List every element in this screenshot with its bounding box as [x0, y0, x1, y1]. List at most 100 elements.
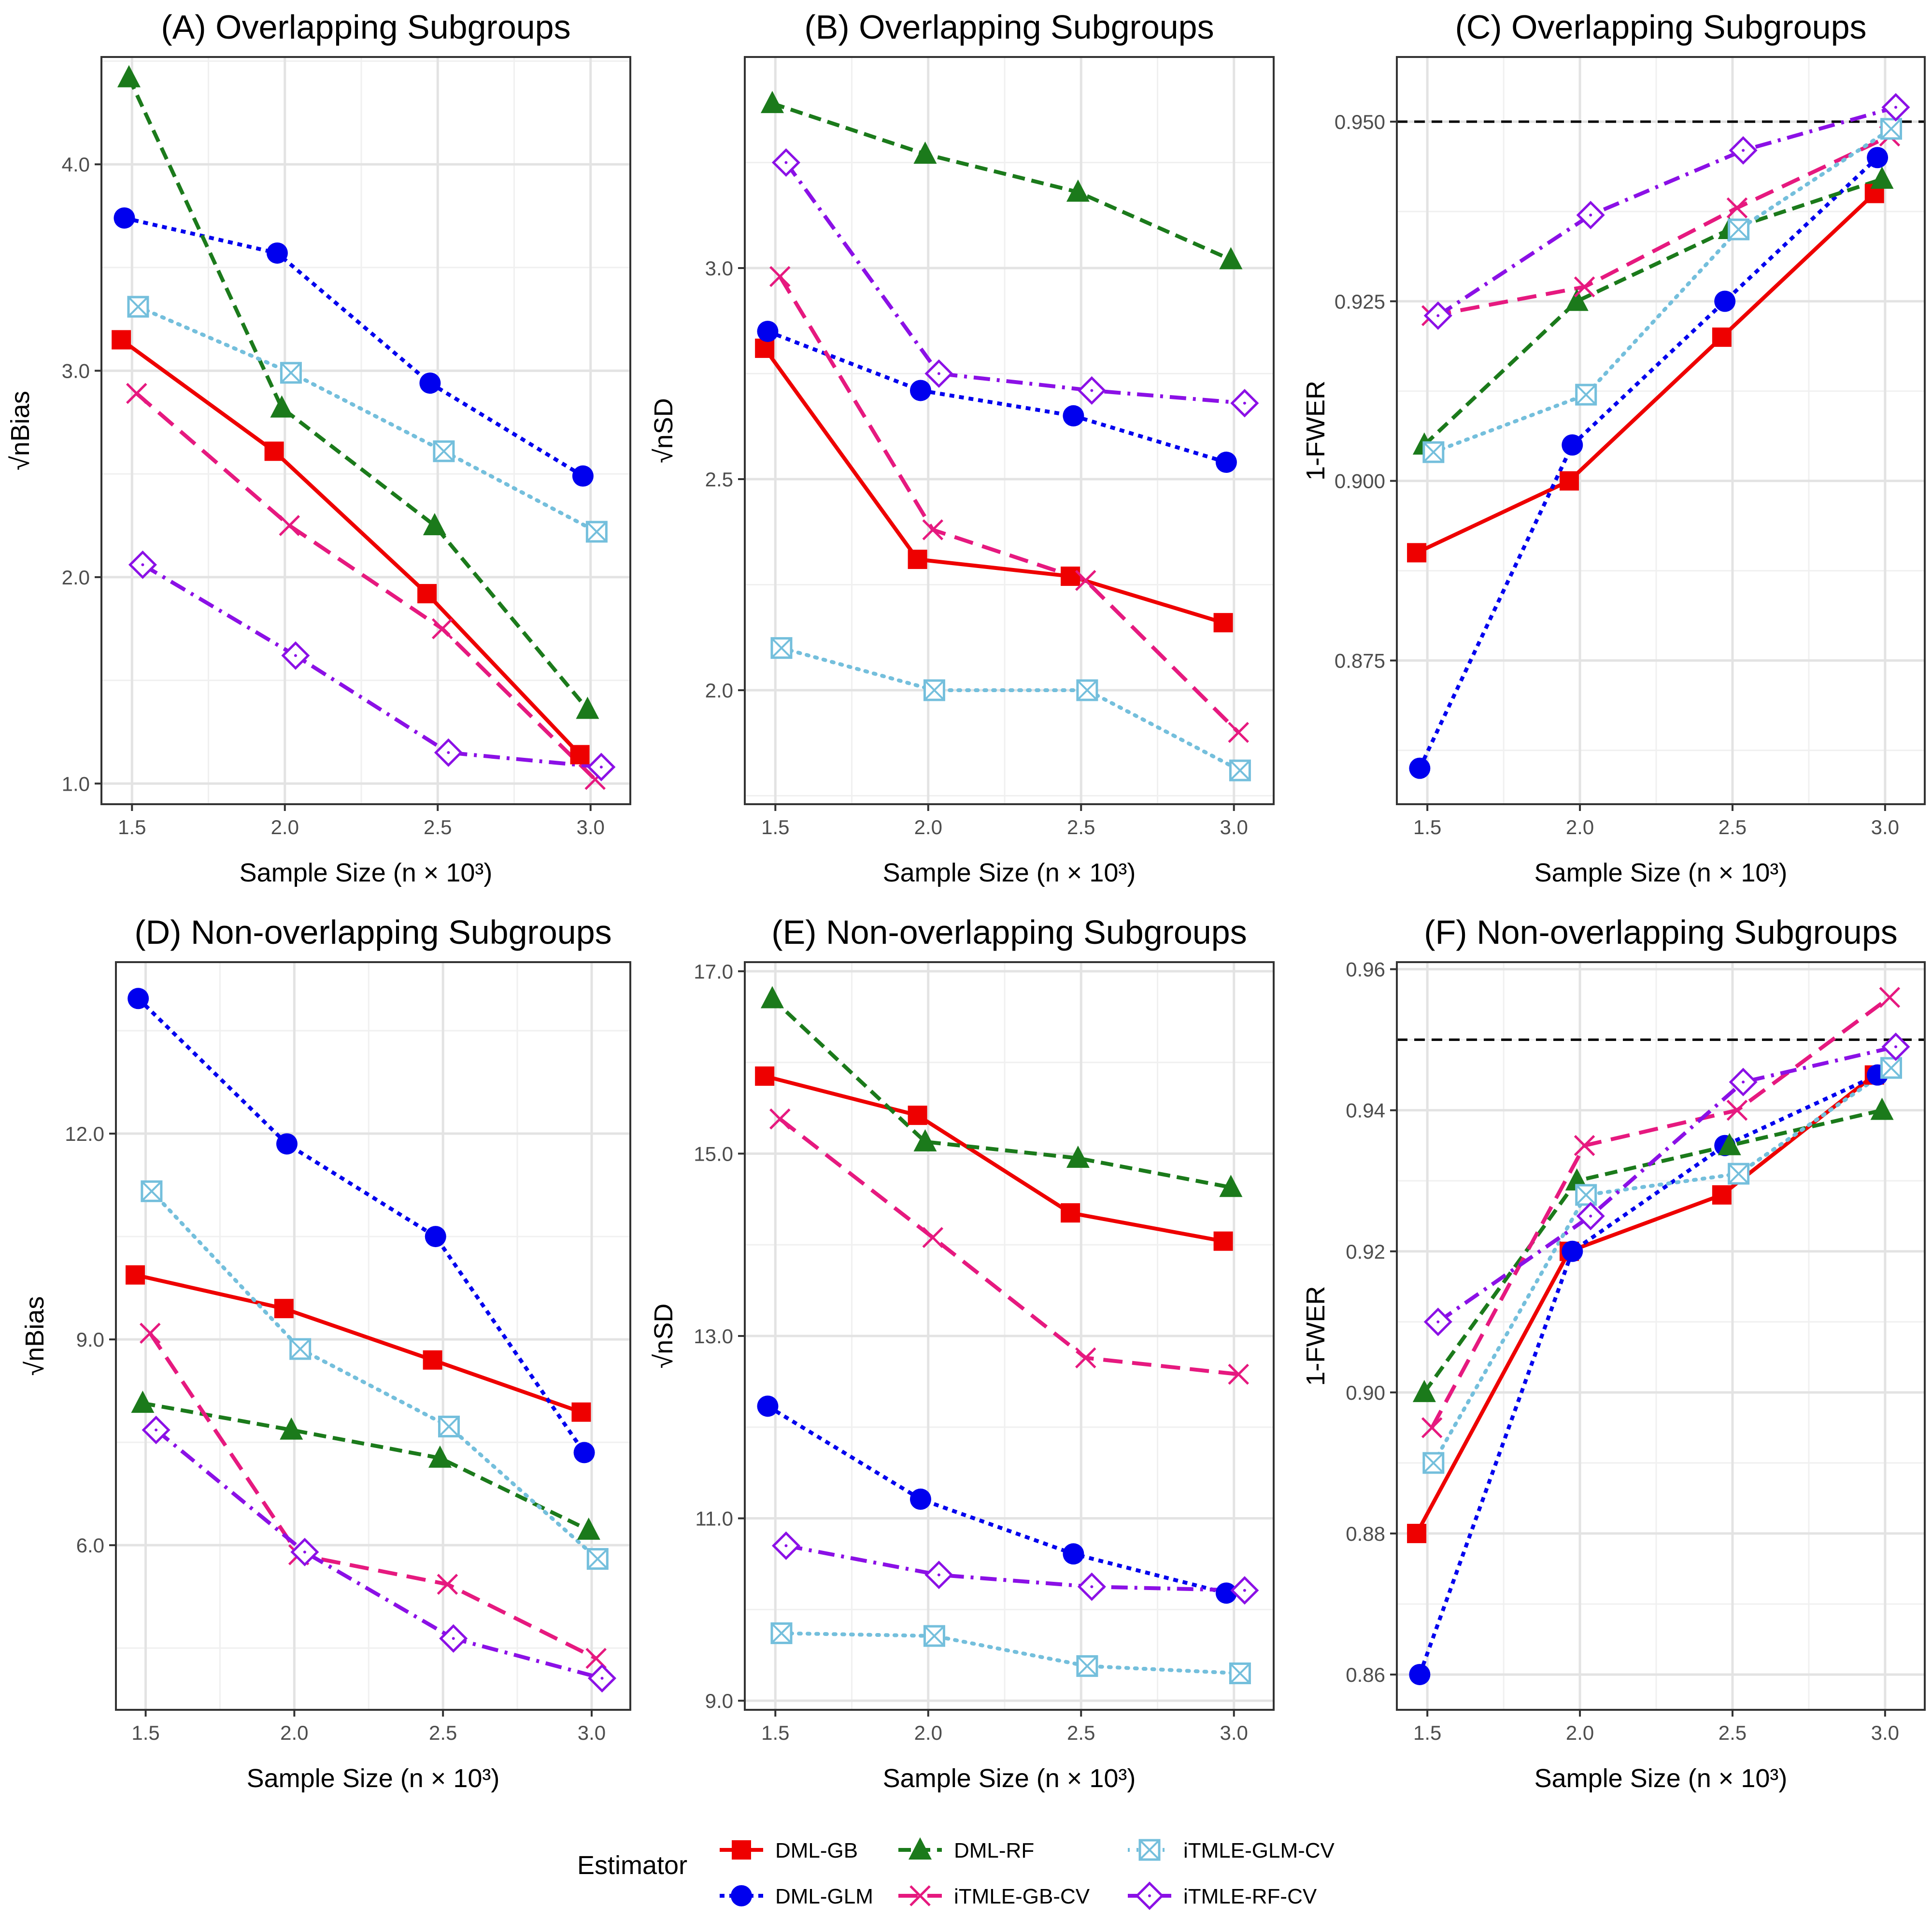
y-tick-label: 6.0: [76, 1534, 104, 1557]
x-tick-label: 3.0: [1220, 816, 1248, 838]
axes: 1.5 2.0 2.5 3.0 0.86 0.88 0.90 0.92 0.94 0.96: [1346, 958, 1899, 1744]
major-gridlines: [116, 962, 630, 1710]
series-line-dml-gb: [764, 1074, 1224, 1243]
data-point-itmle-glm-cv: [1575, 1184, 1597, 1206]
y-tick-label: 0.875: [1335, 650, 1385, 672]
series-line-dml-glm: [767, 1404, 1227, 1595]
legend-item-dml-gb: DML-GB: [720, 1839, 858, 1862]
series-line-dml-rf: [127, 77, 589, 710]
data-point-itmle-rf-cv: [142, 1416, 170, 1445]
x-axis-label: Sample Size (n × 10³): [240, 858, 493, 887]
series-line-itmle-gb-cv: [778, 275, 1240, 734]
legend-label: DML-GLM: [775, 1885, 873, 1908]
series-line-dml-gb: [1415, 1073, 1876, 1534]
y-tick-label: 0.900: [1335, 470, 1385, 493]
series-line-dml-glm: [767, 329, 1227, 464]
data-point-itmle-gb-cv: [1574, 276, 1595, 298]
data-point-itmle-glm-cv: [1076, 679, 1098, 701]
series-line-itmle-gb-cv: [779, 1117, 1239, 1377]
data-point-dml-glm: [573, 1442, 595, 1463]
y-tick-label: 2.5: [705, 468, 733, 491]
x-tick-label: 3.0: [1871, 816, 1899, 838]
data-point-dml-gb: [755, 339, 775, 358]
legend-marker: [1135, 1881, 1164, 1910]
data-point-itmle-rf-cv: [771, 148, 800, 177]
panel-title: (D) Non-overlapping Subgroups: [134, 913, 611, 951]
data-point-dml-rf: [117, 65, 141, 87]
data-point-dml-glm: [1215, 1582, 1237, 1604]
panel-title: (A) Overlapping Subgroups: [161, 8, 570, 46]
legend-items: DML-GB DML-GLM DML-RF iTMLE-GB-CV iTMLE-GLM-…: [720, 1837, 1335, 1910]
y-tick-label: 2.0: [62, 566, 90, 589]
data-point-dml-gb: [571, 1402, 591, 1422]
axes: 1.5 2.0 2.5 3.0 1.0 2.0 3.0 4.0: [62, 153, 605, 838]
x-tick-label: 2.5: [424, 816, 452, 838]
series-line-dml-gb: [120, 338, 582, 756]
y-tick-label: 0.96: [1346, 958, 1385, 981]
major-gridlines: [745, 962, 1274, 1710]
data-point-itmle-rf-cv: [434, 738, 463, 767]
data-point-itmle-rf-cv: [587, 1664, 617, 1693]
data-point-itmle-glm-cv: [1229, 759, 1251, 781]
plot-area: [1397, 57, 1925, 804]
legend: Estimator DML-GB DML-GLM DML-RF iTMLE-GB-CV…: [577, 1837, 1335, 1910]
legend-label: DML-GB: [775, 1839, 858, 1862]
data-point-dml-gb: [1061, 1203, 1080, 1223]
y-tick-label: 11.0: [695, 1507, 733, 1530]
data-point-dml-gb: [417, 584, 437, 604]
data-point-itmle-gb-cv: [140, 1322, 161, 1344]
data-point-itmle-glm-cv: [923, 1625, 945, 1647]
data-point-dml-glm: [1562, 1240, 1583, 1262]
data-point-dml-gb: [1559, 471, 1579, 491]
data-point-dml-rf: [760, 986, 784, 1009]
data-point-itmle-gb-cv: [1879, 987, 1901, 1008]
data-point-dml-glm: [1409, 1663, 1431, 1685]
data-point-dml-gb: [126, 1265, 145, 1285]
x-axis-label: Sample Size (n × 10³): [883, 1764, 1136, 1793]
series-group: [1407, 987, 1910, 1685]
axes: 1.5 2.0 2.5 3.0 0.875 0.900 0.925 0.950: [1335, 111, 1899, 838]
data-point-itmle-rf-cv: [128, 550, 157, 579]
x-axis-label: Sample Size (n × 10³): [1534, 1764, 1788, 1793]
series-line-dml-gb: [1416, 192, 1876, 554]
data-point-dml-rf: [1870, 166, 1894, 189]
series-line-dml-gb: [135, 1273, 582, 1414]
data-point-dml-rf: [913, 142, 937, 164]
series-line-itmle-rf-cv: [785, 1544, 1245, 1592]
y-tick-label: 0.94: [1346, 1099, 1385, 1122]
y-tick-label: 0.925: [1335, 290, 1385, 313]
series-group: [755, 91, 1259, 781]
y-tick-label: 3.0: [62, 360, 90, 383]
y-axis-label: 1-FWER: [1301, 1286, 1330, 1386]
minor-gridlines: [101, 57, 630, 804]
data-point-itmle-glm-cv: [433, 440, 455, 462]
x-axis-label: Sample Size (n × 10³): [883, 858, 1136, 887]
data-point-itmle-rf-cv: [771, 1531, 800, 1560]
y-tick-label: 13.0: [694, 1325, 733, 1348]
data-point-dml-glm: [1063, 1543, 1084, 1565]
panel-f: 1.5 2.0 2.5 3.0 0.86 0.88 0.90 0.92 0.94 0.96 (F) …: [1301, 913, 1926, 1793]
data-point-dml-glm: [266, 242, 288, 264]
data-point-dml-glm: [1714, 290, 1736, 312]
data-point-dml-gb: [1213, 1231, 1233, 1251]
data-point-itmle-gb-cv: [1574, 1135, 1595, 1156]
data-point-dml-rf: [1718, 1133, 1741, 1155]
series-group: [1407, 93, 1910, 779]
data-point-dml-gb: [1213, 613, 1233, 633]
y-tick-label: 0.88: [1346, 1522, 1385, 1545]
legend-label: DML-RF: [954, 1839, 1034, 1862]
panel-border: [1396, 56, 1926, 805]
data-point-itmle-gb-cv: [1228, 1364, 1249, 1385]
panel-border: [115, 961, 631, 1711]
data-point-itmle-glm-cv: [1880, 118, 1903, 140]
data-point-dml-glm: [1215, 452, 1237, 473]
series-line-dml-glm: [124, 216, 584, 478]
data-point-itmle-rf-cv: [587, 753, 616, 781]
x-tick-label: 2.0: [271, 816, 299, 838]
data-point-dml-glm: [757, 321, 779, 342]
series-line-itmle-gb-cv: [148, 1332, 597, 1661]
y-tick-label: 9.0: [705, 1690, 733, 1712]
minor-gridlines: [1397, 57, 1925, 804]
legend-label: iTMLE-RF-CV: [1183, 1885, 1317, 1908]
